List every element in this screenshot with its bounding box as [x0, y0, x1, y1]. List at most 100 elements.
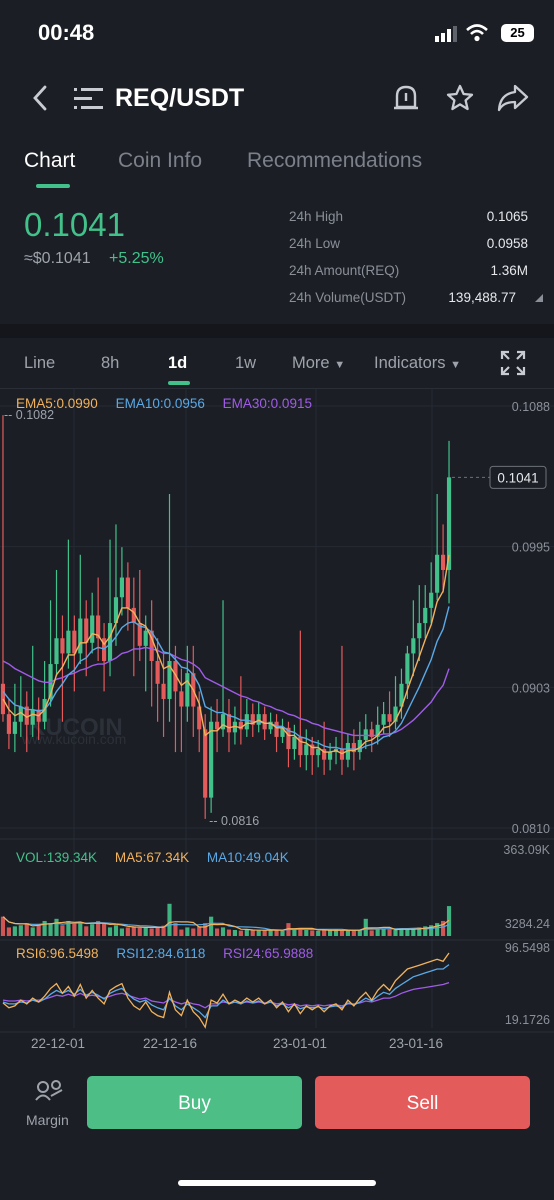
candle-body [209, 721, 214, 798]
volume-axis-bottom: 3284.24 [505, 917, 550, 931]
share-icon[interactable] [497, 84, 529, 112]
volume-bar [333, 929, 339, 936]
expand-corner-icon[interactable] [534, 293, 544, 303]
candle-body [84, 618, 89, 643]
interval-1w[interactable]: 1w [235, 354, 257, 372]
fullscreen-icon[interactable] [500, 350, 526, 376]
volume-bar [214, 928, 220, 936]
ema10-label: EMA10:0.0956 [115, 396, 205, 411]
candle-body [18, 706, 23, 722]
candle-body [125, 577, 130, 608]
margin-button[interactable]: Margin [24, 1078, 74, 1132]
candle-body [48, 664, 53, 699]
volume-bar [179, 929, 184, 936]
volume-bar [185, 927, 190, 936]
price-alert-icon[interactable] [392, 83, 420, 113]
volume-bar [12, 926, 17, 936]
volume-bar [399, 929, 404, 936]
candle-body [24, 706, 29, 725]
sell-button[interactable]: Sell [315, 1076, 530, 1129]
candle-body [197, 706, 202, 730]
stat-value-amount: 1.36M [490, 263, 528, 278]
stat-label-volume: 24h Volume(USDT) [289, 290, 407, 305]
volume-bar [6, 927, 12, 936]
volume-bar [107, 927, 113, 936]
volume-bar [226, 929, 232, 936]
candle-body [167, 661, 172, 699]
volume-bar [369, 930, 374, 936]
vol-ma5-line [2, 916, 450, 931]
volume-bar [304, 929, 309, 936]
interval-8h[interactable]: 8h [101, 354, 120, 372]
volume-bar [345, 929, 351, 936]
candle-body [155, 661, 160, 684]
volume-bar [244, 929, 249, 936]
candle-body [423, 607, 428, 624]
volume-bar [322, 929, 327, 936]
volume-bar [280, 930, 285, 936]
back-icon[interactable] [30, 84, 50, 112]
interval-1d[interactable]: 1d [168, 354, 188, 372]
margin-label: Margin [26, 1112, 69, 1128]
volume-bar [292, 929, 297, 936]
candle-body [214, 721, 220, 730]
vol-ma5-label: MA5:67.34K [114, 850, 190, 865]
interval-line[interactable]: Line [24, 354, 56, 372]
volume-bar [274, 930, 279, 936]
candle-body [316, 749, 321, 756]
menu-icon[interactable] [74, 87, 104, 111]
vol-label: VOL:139.34K [16, 850, 98, 865]
volume-bar [137, 927, 142, 936]
volume-bar [66, 920, 71, 936]
volume-bar [232, 929, 238, 936]
volume-bar [327, 930, 333, 936]
indicators-button[interactable]: Indicators ▼ [374, 354, 461, 373]
volume-bar [446, 906, 452, 936]
rsi12-line [2, 964, 450, 1019]
home-indicator [178, 1180, 376, 1186]
volume-bar [375, 929, 380, 936]
interval-more[interactable]: More ▼ [292, 354, 345, 373]
tab-bar: Chart Coin Info Recommendations [0, 140, 554, 191]
volume-bar [72, 923, 77, 936]
volume-bar [125, 927, 130, 936]
candle-body [78, 618, 83, 654]
active-interval-indicator [168, 381, 190, 385]
star-icon[interactable] [445, 83, 475, 113]
ticker-panel [0, 190, 554, 324]
candle-body [417, 623, 422, 639]
volume-bar [411, 928, 416, 936]
price-change: +5.25% [109, 250, 164, 267]
candle-body [113, 597, 119, 624]
volume-bar [339, 930, 345, 936]
tab-coin-info[interactable]: Coin Info [118, 149, 203, 172]
tab-chart[interactable]: Chart [24, 149, 76, 172]
candle-body [327, 752, 333, 760]
candle-body [351, 742, 356, 753]
volume-bar [30, 927, 35, 936]
volume-bar [84, 926, 89, 936]
volume-bar [429, 925, 434, 936]
candle-body [429, 592, 434, 608]
volume-bar [36, 924, 41, 936]
candle-body [357, 739, 362, 753]
date-axis-label: 22-12-01 [31, 1036, 85, 1051]
candle-body [411, 638, 416, 654]
candle-body [238, 721, 243, 730]
candle-body [6, 714, 12, 734]
volume-bar [149, 928, 154, 936]
volume-bar [119, 928, 125, 936]
ema30-line [2, 646, 450, 737]
ema10-line [2, 606, 450, 750]
volume-bar [250, 930, 255, 936]
chart-area[interactable]: KUCOIN www.kucoin.com 0.10880.09950.0903… [0, 388, 554, 1070]
volume-bar [435, 923, 440, 936]
candle-body [393, 706, 398, 722]
volume-bar [131, 926, 136, 936]
candle-body [446, 477, 452, 570]
ema30-label: EMA30:0.0915 [222, 396, 312, 411]
chart-labels: 0.1088 0.0995 0.0903 0.0810 0.1041 -- 0.1082 -… [4, 400, 551, 1051]
buy-button[interactable]: Buy [87, 1076, 302, 1129]
tab-recommendations[interactable]: Recommendations [247, 149, 423, 172]
candle-body [149, 630, 154, 662]
